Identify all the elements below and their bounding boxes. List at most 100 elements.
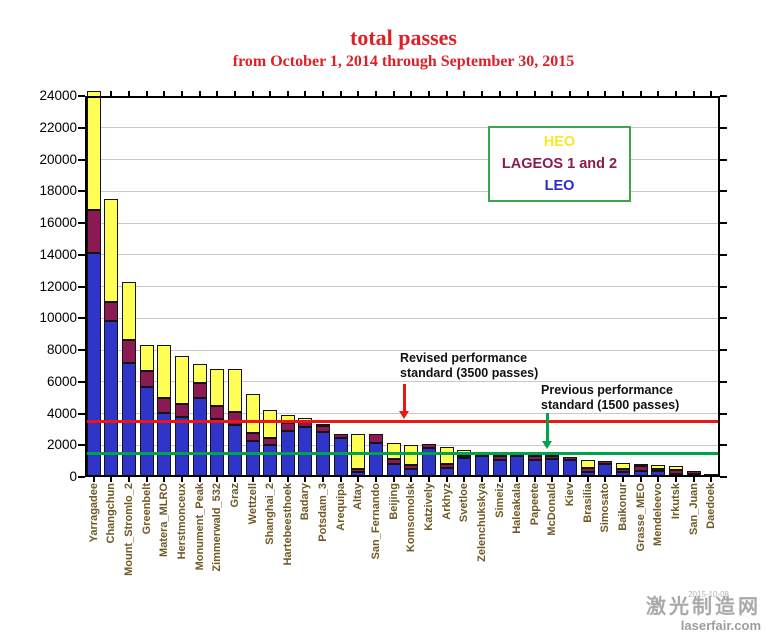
x-tick-bottom-19: [427, 477, 430, 482]
gridline-2000: [85, 444, 720, 446]
bar-herstmonceux: [175, 356, 189, 477]
x-tick-bottom-20: [445, 477, 448, 482]
bar-mendeleevo: [651, 464, 666, 477]
x-tick-top-8: [233, 91, 236, 96]
bar-segment-lageos-1-and-2: [139, 370, 154, 387]
x-axis-label-changchun: Changchun: [105, 483, 118, 544]
x-tick-top-2: [128, 91, 131, 96]
x-tick-top-23: [498, 91, 501, 96]
x-tick-top-29: [604, 91, 607, 96]
y-tick-left-14000: [78, 253, 85, 256]
bar-segment-lageos-1-and-2: [175, 404, 189, 417]
bar-segment-leo: [263, 445, 278, 477]
x-tick-bottom-31: [639, 477, 642, 482]
bar-segment-leo: [615, 472, 630, 477]
red-arrow-head-icon: [399, 411, 409, 419]
gridline-8000: [85, 349, 720, 351]
bar-segment-lageos-1-and-2: [122, 340, 137, 363]
annotation-previous-standard: Previous performance standard (1500 pass…: [541, 383, 680, 412]
bar-segment-leo: [139, 386, 154, 477]
x-tick-bottom-0: [92, 477, 95, 482]
x-axis-label-wettzell: Wettzell: [246, 483, 259, 525]
y-tick-right-0: [720, 476, 727, 478]
gridline-16000: [85, 222, 720, 224]
bar-segment-lageos-1-and-2: [316, 426, 331, 432]
x-tick-bottom-7: [216, 477, 219, 482]
x-axis-label-beijing: Beijing: [387, 483, 400, 520]
x-tick-top-26: [551, 91, 554, 96]
bar-segment-leo: [651, 471, 666, 477]
bar-segment-lageos-1-and-2: [86, 210, 101, 254]
x-tick-bottom-1: [110, 477, 113, 482]
bar-segment-heo: [192, 364, 207, 384]
bar-arequipa: [333, 434, 348, 477]
bar-segment-lageos-1-and-2: [104, 302, 119, 322]
bar-segment-leo: [563, 459, 578, 477]
bar-simosato: [598, 461, 613, 477]
bar-segment-heo: [651, 464, 666, 469]
x-axis-label-grasse_meo: Grasse_MEO: [634, 483, 647, 552]
y-tick-right-24000: [720, 95, 727, 97]
bar-mount_stromlo_2: [122, 281, 137, 477]
gridline-22000: [85, 127, 720, 129]
bar-segment-leo: [386, 464, 401, 477]
x-axis-label-matera_mlro: Matera_MLRO: [158, 483, 171, 557]
watermark-stamp: 2015-10-08: [688, 590, 729, 599]
y-axis-label-0: 0: [69, 469, 77, 484]
y-tick-left-24000: [78, 95, 85, 97]
bar-segment-lageos-1-and-2: [545, 456, 560, 459]
bar-segment-lageos-1-and-2: [386, 458, 401, 465]
bar-segment-heo: [157, 345, 172, 398]
x-tick-top-22: [480, 91, 483, 96]
x-axis-label-irkutsk: Irkutsk: [669, 483, 682, 520]
x-tick-top-16: [375, 91, 378, 96]
y-tick-left-18000: [78, 190, 85, 193]
bar-segment-lageos-1-and-2: [633, 465, 648, 471]
bar-segment-heo: [316, 424, 331, 427]
bar-segment-leo: [527, 459, 542, 477]
bar-kiev: [563, 457, 578, 477]
bar-san_juan: [686, 471, 701, 477]
y-axis-label-16000: 16000: [39, 215, 77, 230]
y-tick-right-20000: [720, 158, 727, 161]
plot-area: HEO LAGEOS 1 and 2 LEO Revised performan…: [85, 91, 720, 477]
y-axis-label-22000: 22000: [39, 119, 77, 135]
green-arrow-head-icon: [542, 441, 552, 449]
x-axis-label-mcdonald: McDonald: [546, 483, 559, 536]
x-tick-bottom-30: [621, 477, 624, 482]
legend-item-lageos: LAGEOS 1 and 2: [501, 156, 618, 172]
x-tick-top-11: [286, 91, 289, 96]
y-axis-label-20000: 20000: [39, 151, 77, 167]
bar-segment-leo: [668, 473, 683, 477]
bar-komsomolsk: [404, 445, 419, 477]
bar-altay: [351, 434, 366, 477]
x-tick-bottom-6: [198, 477, 201, 482]
bar-segment-leo: [175, 416, 189, 477]
bar-segment-lageos-1-and-2: [192, 383, 207, 398]
y-tick-right-4000: [720, 412, 727, 415]
x-axis-label-katzively: Katzively: [422, 483, 435, 531]
bar-mcdonald: [545, 454, 560, 477]
bar-segment-lageos-1-and-2: [563, 457, 578, 460]
x-tick-top-30: [621, 91, 624, 96]
title-block: total passes from October 1, 2014 throug…: [40, 26, 767, 72]
bar-segment-lageos-1-and-2: [457, 455, 472, 458]
legend-box: HEO LAGEOS 1 and 2 LEO: [488, 126, 631, 202]
y-tick-left-0: [78, 476, 85, 478]
x-tick-top-17: [392, 91, 395, 96]
bar-segment-lageos-1-and-2: [686, 471, 701, 475]
x-axis-label-brasilia: Brasilia: [581, 483, 594, 523]
bar-segment-heo: [122, 281, 137, 341]
x-tick-top-27: [569, 91, 572, 96]
bar-daedoek: [704, 473, 719, 477]
x-tick-bottom-29: [604, 477, 607, 482]
x-axis-label-papeete: Papeete: [528, 483, 541, 526]
x-tick-top-19: [427, 91, 430, 96]
x-tick-bottom-23: [498, 477, 501, 482]
x-axis-label-san_fernando: San_Fernando: [370, 483, 383, 560]
y-tick-left-2000: [78, 444, 85, 447]
bar-segment-leo: [369, 442, 384, 477]
bar-segment-heo: [227, 369, 242, 412]
y-axis-label-12000: 12000: [39, 278, 77, 294]
x-axis-label-altay: Altay: [352, 483, 365, 510]
